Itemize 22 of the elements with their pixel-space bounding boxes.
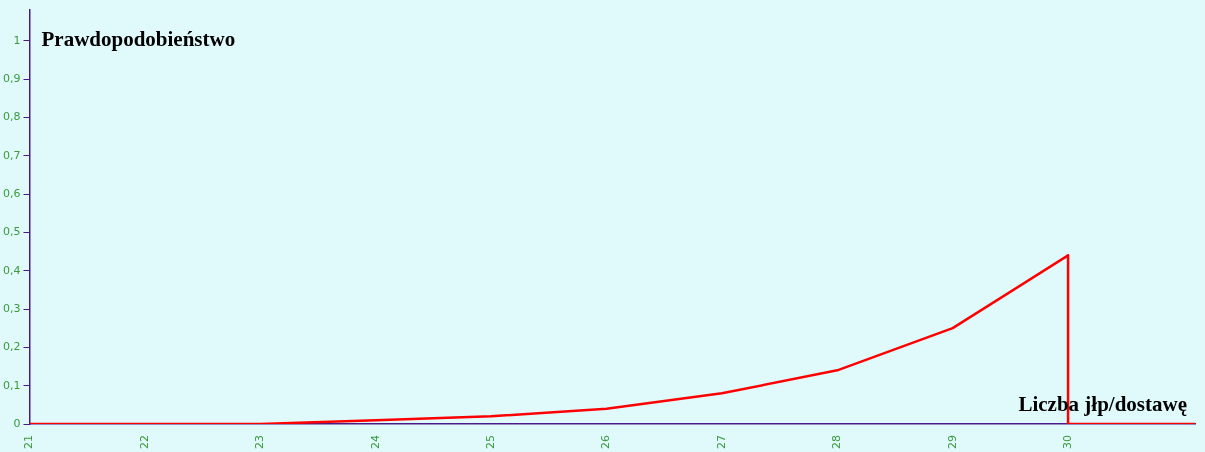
x-tick-label: 24 <box>368 435 382 449</box>
y-tick-label: 1 <box>13 33 21 47</box>
y-tick-label: 0,1 <box>2 378 21 392</box>
x-tick-label: 27 <box>714 435 728 449</box>
x-tick-label: 28 <box>830 435 844 449</box>
y-tick-label: 0 <box>13 416 21 430</box>
x-tick-label: 23 <box>253 435 267 449</box>
y-tick-label: 0,4 <box>2 263 21 277</box>
x-tick-label: 21 <box>22 435 36 449</box>
x-tick-label: 25 <box>483 435 497 449</box>
y-tick-label: 0,6 <box>2 186 21 200</box>
x-tick-label: 30 <box>1060 435 1074 449</box>
y-tick-label: 0,9 <box>2 71 21 85</box>
y-tick-label: 0,5 <box>2 225 21 239</box>
y-axis-title: Prawdopodobieństwo <box>41 27 236 52</box>
y-tick-label: 0,3 <box>2 301 21 315</box>
y-tick-label: 0,7 <box>2 148 21 162</box>
x-tick-label: 22 <box>137 435 151 449</box>
x-tick-label: 26 <box>599 435 613 449</box>
y-tick-label: 0,8 <box>2 110 21 124</box>
x-tick-label: 29 <box>945 435 959 449</box>
y-tick-label: 0,2 <box>2 340 21 354</box>
